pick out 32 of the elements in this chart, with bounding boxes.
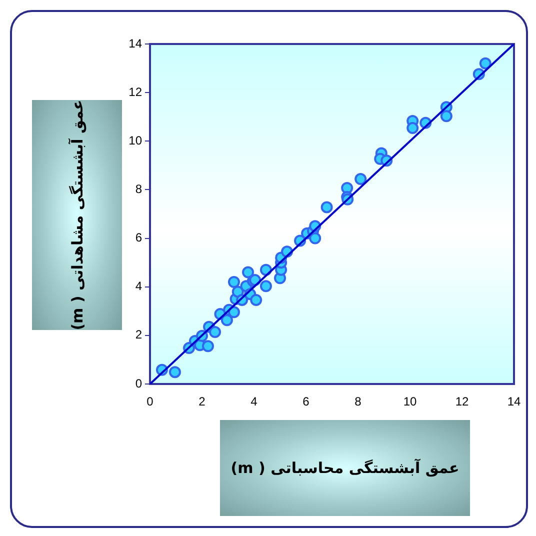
x-tick-label: 6 xyxy=(302,394,310,409)
y-tick-label: 4 xyxy=(135,279,142,294)
y-axis-title: عمق آبشستگی مشاهداتی ( m) xyxy=(68,100,86,330)
point xyxy=(354,173,367,186)
point xyxy=(440,110,452,122)
y-tick-label: 2 xyxy=(135,328,142,342)
y-tick-label: 14 xyxy=(128,36,142,50)
x-tick-label: 12 xyxy=(455,394,469,409)
point xyxy=(320,201,333,214)
point xyxy=(228,276,240,288)
point xyxy=(479,57,492,70)
x-tick-label: 2 xyxy=(198,394,206,409)
x-tick-label: 10 xyxy=(403,394,417,409)
x-tick-label: 8 xyxy=(354,394,362,409)
y-tick-label: 10 xyxy=(128,133,142,148)
x-tick-label: 0 xyxy=(146,394,154,409)
y-tick-label: 8 xyxy=(135,182,142,196)
point xyxy=(250,294,262,306)
x-axis-title: عمق آبشستگی محاسباتی ( m) xyxy=(230,459,460,477)
point xyxy=(406,122,419,134)
y-tick-label: 12 xyxy=(128,84,142,99)
y-tick-label: 0 xyxy=(135,376,142,390)
point xyxy=(242,266,254,278)
y-tick-label: 6 xyxy=(135,230,142,245)
point xyxy=(202,340,214,352)
point xyxy=(309,232,322,244)
point xyxy=(209,326,221,338)
x-tick-label: 14 xyxy=(507,394,521,409)
x-tick-label: 4 xyxy=(250,394,258,409)
point xyxy=(228,306,240,318)
point xyxy=(168,366,181,378)
point xyxy=(260,280,272,292)
